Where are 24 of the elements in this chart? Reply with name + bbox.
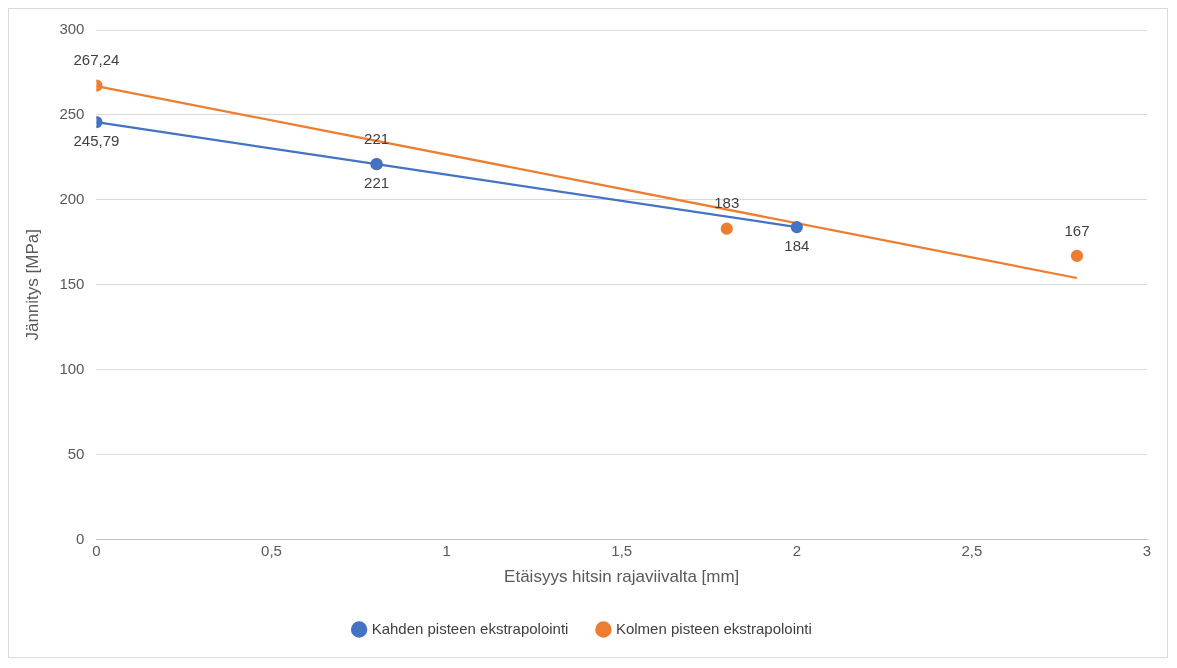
x-tick-label: 1,5 [611, 541, 633, 559]
legend-label: Kahden pisteen ekstrapolointi [371, 619, 569, 637]
data-label: 167 [1064, 221, 1090, 239]
x-tick-label: 2 [792, 541, 801, 559]
data-label: 245,79 [73, 131, 120, 149]
x-axis-title: Etäisyys hitsin rajaviivalta [mm] [504, 567, 740, 587]
data-label: 183 [714, 194, 740, 212]
x-tick-label: 1 [442, 541, 451, 559]
data-label: 221 [364, 173, 390, 191]
y-tick-label: 100 [59, 359, 85, 377]
y-tick-label: 300 [59, 20, 85, 38]
x-tick-label: 0,5 [261, 541, 282, 559]
y-tick-label: 200 [59, 190, 85, 208]
y-tick-label: 150 [59, 274, 85, 292]
data-label: 267,24 [73, 51, 120, 69]
y-tick-label: 0 [76, 529, 85, 547]
x-tick-label: 0 [92, 541, 101, 559]
x-tick-label: 3 [1142, 541, 1152, 559]
x-tick-label: 2,5 [961, 541, 983, 559]
data-label: 184 [784, 236, 810, 254]
y-axis-title: Jännitys [MPa] [22, 229, 42, 341]
y-tick-label: 250 [59, 105, 85, 123]
y-tick-label: 50 [67, 444, 85, 462]
legend-label: Kolmen pisteen ekstrapolointi [615, 619, 812, 637]
